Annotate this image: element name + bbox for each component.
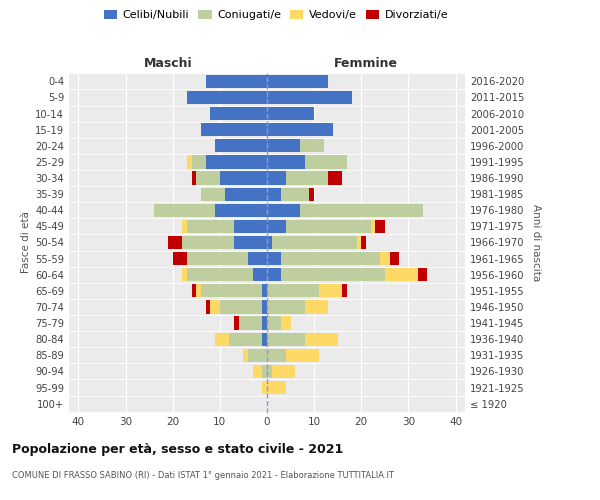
Bar <box>234 236 267 249</box>
Bar <box>182 268 187 281</box>
Bar <box>267 91 352 104</box>
Bar <box>215 332 229 346</box>
Bar <box>201 284 262 298</box>
Bar <box>234 316 239 330</box>
Text: COMUNE DI FRASSO SABINO (RI) - Dati ISTAT 1° gennaio 2021 - Elaborazione TUTTITA: COMUNE DI FRASSO SABINO (RI) - Dati ISTA… <box>12 471 394 480</box>
Bar <box>262 316 267 330</box>
Bar <box>215 139 267 152</box>
Bar <box>191 172 196 184</box>
Bar <box>281 268 385 281</box>
Legend: Celibi/Nubili, Coniugati/e, Vedovi/e, Divorziati/e: Celibi/Nubili, Coniugati/e, Vedovi/e, Di… <box>100 6 452 25</box>
Bar <box>248 348 267 362</box>
Bar <box>239 316 262 330</box>
Text: Maschi: Maschi <box>143 57 193 70</box>
Bar <box>267 107 314 120</box>
Bar <box>267 284 319 298</box>
Bar <box>267 332 305 346</box>
Y-axis label: Fasce di età: Fasce di età <box>21 212 31 274</box>
Bar <box>262 284 267 298</box>
Bar <box>196 284 201 298</box>
Bar <box>187 220 234 233</box>
Bar <box>286 172 328 184</box>
Bar <box>234 220 267 233</box>
Bar <box>191 156 206 168</box>
Bar <box>262 381 267 394</box>
Bar <box>211 300 220 314</box>
Bar <box>267 75 328 88</box>
Bar <box>253 268 267 281</box>
Bar <box>262 300 267 314</box>
Bar <box>418 268 427 281</box>
Bar <box>286 348 319 362</box>
Bar <box>248 252 267 265</box>
Bar <box>206 300 211 314</box>
Bar <box>201 123 267 136</box>
Bar <box>356 236 361 249</box>
Bar <box>191 284 196 298</box>
Bar <box>224 188 267 201</box>
Text: Femmine: Femmine <box>334 57 398 70</box>
Bar <box>272 236 356 249</box>
Bar <box>267 252 281 265</box>
Bar <box>201 188 224 201</box>
Bar <box>220 172 267 184</box>
Bar <box>300 139 323 152</box>
Bar <box>267 156 305 168</box>
Bar <box>343 284 347 298</box>
Bar <box>305 300 328 314</box>
Bar <box>154 204 215 217</box>
Y-axis label: Anni di nascita: Anni di nascita <box>531 204 541 281</box>
Bar <box>267 300 305 314</box>
Bar <box>168 236 182 249</box>
Bar <box>211 107 267 120</box>
Bar <box>272 365 295 378</box>
Bar <box>267 139 300 152</box>
Bar <box>267 188 281 201</box>
Bar <box>267 204 300 217</box>
Bar <box>319 284 343 298</box>
Bar <box>187 268 253 281</box>
Bar <box>196 172 220 184</box>
Bar <box>187 156 191 168</box>
Text: Popolazione per età, sesso e stato civile - 2021: Popolazione per età, sesso e stato civil… <box>12 442 343 456</box>
Bar <box>385 268 418 281</box>
Bar <box>305 332 338 346</box>
Bar <box>220 300 262 314</box>
Bar <box>267 236 272 249</box>
Bar <box>267 381 286 394</box>
Bar <box>371 220 376 233</box>
Bar <box>300 204 422 217</box>
Bar <box>267 172 286 184</box>
Bar <box>187 252 248 265</box>
Bar <box>267 316 281 330</box>
Bar <box>262 365 267 378</box>
Bar <box>244 348 248 362</box>
Bar <box>229 332 262 346</box>
Bar <box>267 123 333 136</box>
Bar <box>380 252 389 265</box>
Bar <box>215 204 267 217</box>
Bar <box>281 188 310 201</box>
Bar <box>328 172 343 184</box>
Bar <box>267 268 281 281</box>
Bar <box>267 348 286 362</box>
Bar <box>305 156 347 168</box>
Bar <box>267 220 286 233</box>
Bar <box>182 236 234 249</box>
Bar <box>206 156 267 168</box>
Bar <box>206 75 267 88</box>
Bar <box>187 91 267 104</box>
Bar <box>310 188 314 201</box>
Bar <box>173 252 187 265</box>
Bar <box>286 220 371 233</box>
Bar <box>281 252 380 265</box>
Bar <box>281 316 290 330</box>
Bar <box>262 332 267 346</box>
Bar <box>361 236 366 249</box>
Bar <box>182 220 187 233</box>
Bar <box>376 220 385 233</box>
Bar <box>253 365 262 378</box>
Bar <box>267 365 272 378</box>
Bar <box>389 252 399 265</box>
